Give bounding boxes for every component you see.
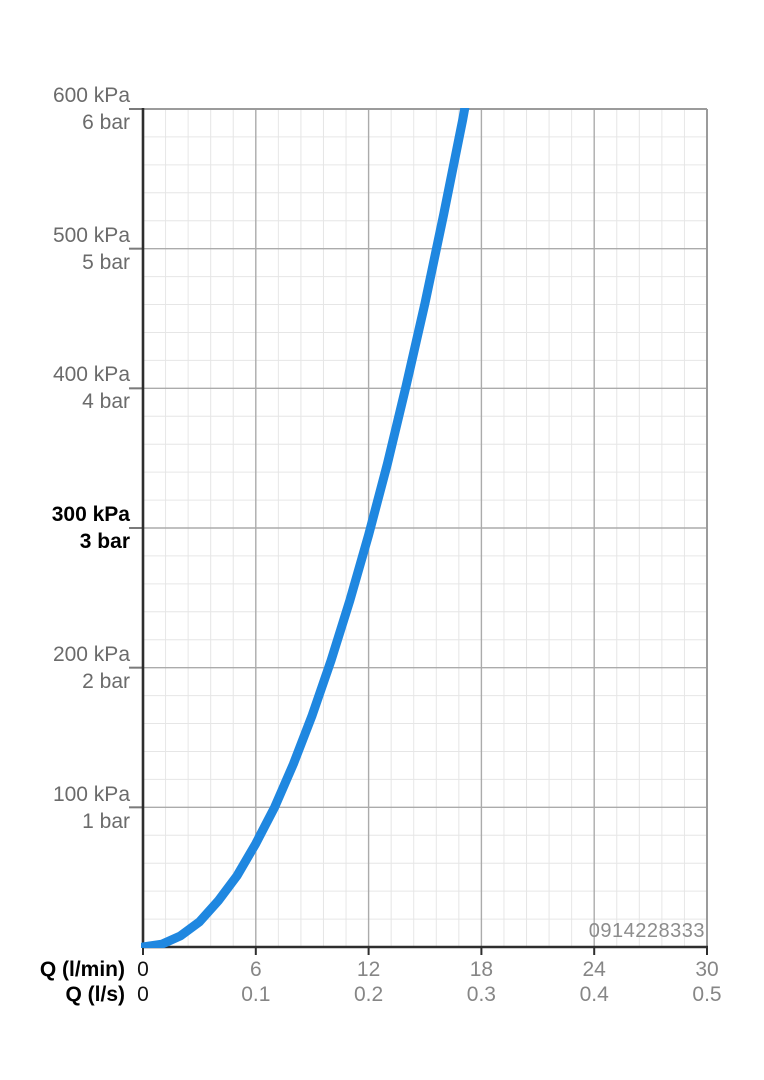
x-tick-lmin-6: 6 [249,958,262,981]
y-axis-label-bar: 5 bar [82,251,130,274]
y-axis-label-400kpa: 400 kPa 4 bar [0,361,130,415]
watermark-article-number: 0914228333 [588,920,705,942]
y-axis-label-kpa: 100 kPa [52,783,130,806]
x-tick-lmin-18: 18 [469,958,494,981]
y-axis-label-kpa: 600 kPa [52,84,130,107]
x-tick-ls-0_5: 0.5 [692,983,722,1006]
y-axis-label-bar: 1 bar [82,810,130,833]
x-axis-row-header-ls: Q (l/s) [65,983,125,1006]
x-tick-ls-0: 0 [137,983,149,1006]
x-tick-ls-0_1: 0.1 [241,983,271,1006]
y-axis-label-kpa: 400 kPa [52,363,130,386]
x-tick-ls-0_3: 0.3 [466,983,496,1006]
x-tick-lmin-30: 30 [695,958,719,981]
y-axis-label-200kpa: 200 kPa 2 bar [0,641,130,695]
x-tick-ls-0_4: 0.4 [579,983,609,1006]
y-axis-label-600kpa: 600 kPa 6 bar [0,82,130,136]
x-tick-lmin-24: 24 [582,958,606,981]
y-axis-label-kpa: 500 kPa [52,224,130,247]
y-axis-label-300kpa: 300 kPa 3 bar [0,501,130,555]
x-tick-lmin-0: 0 [137,958,149,981]
y-axis-label-100kpa: 100 kPa 1 bar [0,781,130,835]
y-axis-label-kpa: 200 kPa [52,643,130,666]
y-axis-label-bar: 6 bar [82,111,130,134]
y-axis-label-bar: 3 bar [79,530,130,553]
x-tick-lmin-12: 12 [356,958,381,981]
x-axis-row-header-lmin: Q (l/min) [39,958,125,981]
pressure-loss-curve [141,108,470,948]
x-tick-ls-0_2: 0.2 [353,983,384,1006]
y-axis-label-bar: 4 bar [82,390,130,413]
y-axis-label-kpa: 300 kPa [51,503,130,526]
y-axis-label-500kpa: 500 kPa 5 bar [0,222,130,276]
y-axis-label-bar: 2 bar [82,670,130,693]
